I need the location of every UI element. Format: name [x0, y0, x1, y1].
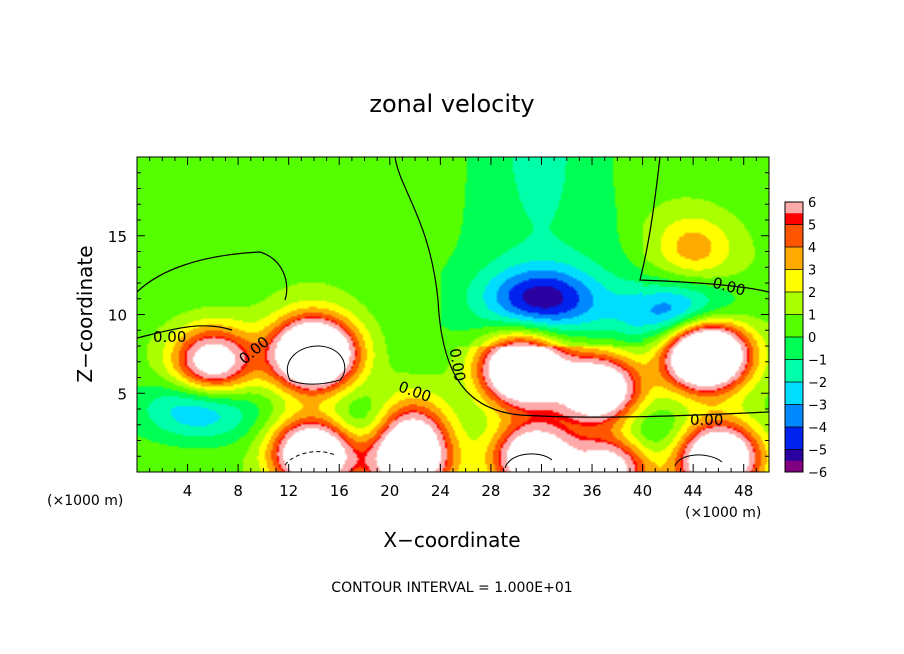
x-tick-label: 12	[279, 482, 298, 500]
colorbar-swatch	[785, 404, 803, 427]
contour-interval-note: CONTOUR INTERVAL = 1.000E+01	[331, 580, 572, 596]
colorbar-swatch	[785, 247, 803, 270]
colorbar-tick-label: −5	[808, 444, 827, 459]
colorbar-tick-label: 2	[808, 286, 816, 301]
colorbar-swatch	[785, 224, 803, 247]
x-unit-right: (×1000 m)	[685, 505, 761, 521]
y-tick-label: 15	[108, 228, 127, 246]
axis-ticks	[137, 157, 769, 472]
x-unit-left: (×1000 m)	[47, 493, 123, 509]
x-tick-label: 20	[380, 482, 399, 500]
colorbar-tick-label: 4	[808, 241, 816, 256]
x-tick-label: 8	[233, 482, 243, 500]
colorbar-swatch-top	[785, 202, 803, 214]
colorbar-tick-label: −2	[808, 376, 827, 391]
x-tick-label: 36	[582, 482, 601, 500]
contour-label: 0.00	[153, 328, 186, 346]
colorbar-tick-label: 6	[808, 196, 816, 211]
colorbar-swatch	[785, 314, 803, 337]
white-core-outlines	[284, 345, 723, 469]
colorbar-tick-label: 3	[808, 264, 816, 279]
colorbar-swatch	[785, 427, 803, 450]
colorbar-tick-label: 1	[808, 309, 816, 324]
y-tick-labels: 5 10 15	[108, 228, 127, 404]
colorbar-swatch	[785, 337, 803, 360]
x-tick-label: 4	[183, 482, 193, 500]
x-tick-label: 44	[684, 482, 703, 500]
contour-label: 0.00	[690, 411, 723, 429]
colorbar-swatch-bottom	[785, 460, 803, 472]
x-tick-label: 16	[330, 482, 349, 500]
colorbar-tick-label: −1	[808, 354, 827, 369]
x-axis-label: X−coordinate	[383, 528, 520, 552]
y-tick-label: 5	[117, 385, 127, 403]
colorbar-swatch	[785, 359, 803, 382]
x-tick-label: 40	[633, 482, 652, 500]
colorbar-swatch	[785, 292, 803, 315]
colorbar-tick-label: 0	[808, 331, 816, 346]
x-tick-label: 48	[734, 482, 753, 500]
colorbar-tick-label: −3	[808, 399, 827, 414]
y-axis-label: Z−coordinate	[73, 245, 97, 382]
zero-contour-lines	[137, 157, 769, 418]
x-tick-label: 28	[481, 482, 500, 500]
field-image	[137, 157, 769, 472]
x-tick-label: 24	[431, 482, 450, 500]
colorbar-swatch	[785, 382, 803, 405]
colorbar: 6 5 4 3 2 1 0 −1 −2 −3 −4 −5 −6	[784, 196, 827, 481]
colorbar-tick-label: 5	[808, 219, 816, 234]
colorbar-tick-label: −4	[808, 421, 827, 436]
colorbar-tick-label: −6	[808, 466, 827, 481]
colorbar-swatch	[785, 269, 803, 292]
chart-title: zonal velocity	[369, 90, 534, 118]
contour-label: 0.00	[446, 347, 470, 383]
y-tick-label: 10	[108, 307, 127, 325]
x-tick-label: 32	[532, 482, 551, 500]
x-tick-labels: 4 8 12 16 20 24 28 32 36 40 44 48	[183, 482, 753, 500]
